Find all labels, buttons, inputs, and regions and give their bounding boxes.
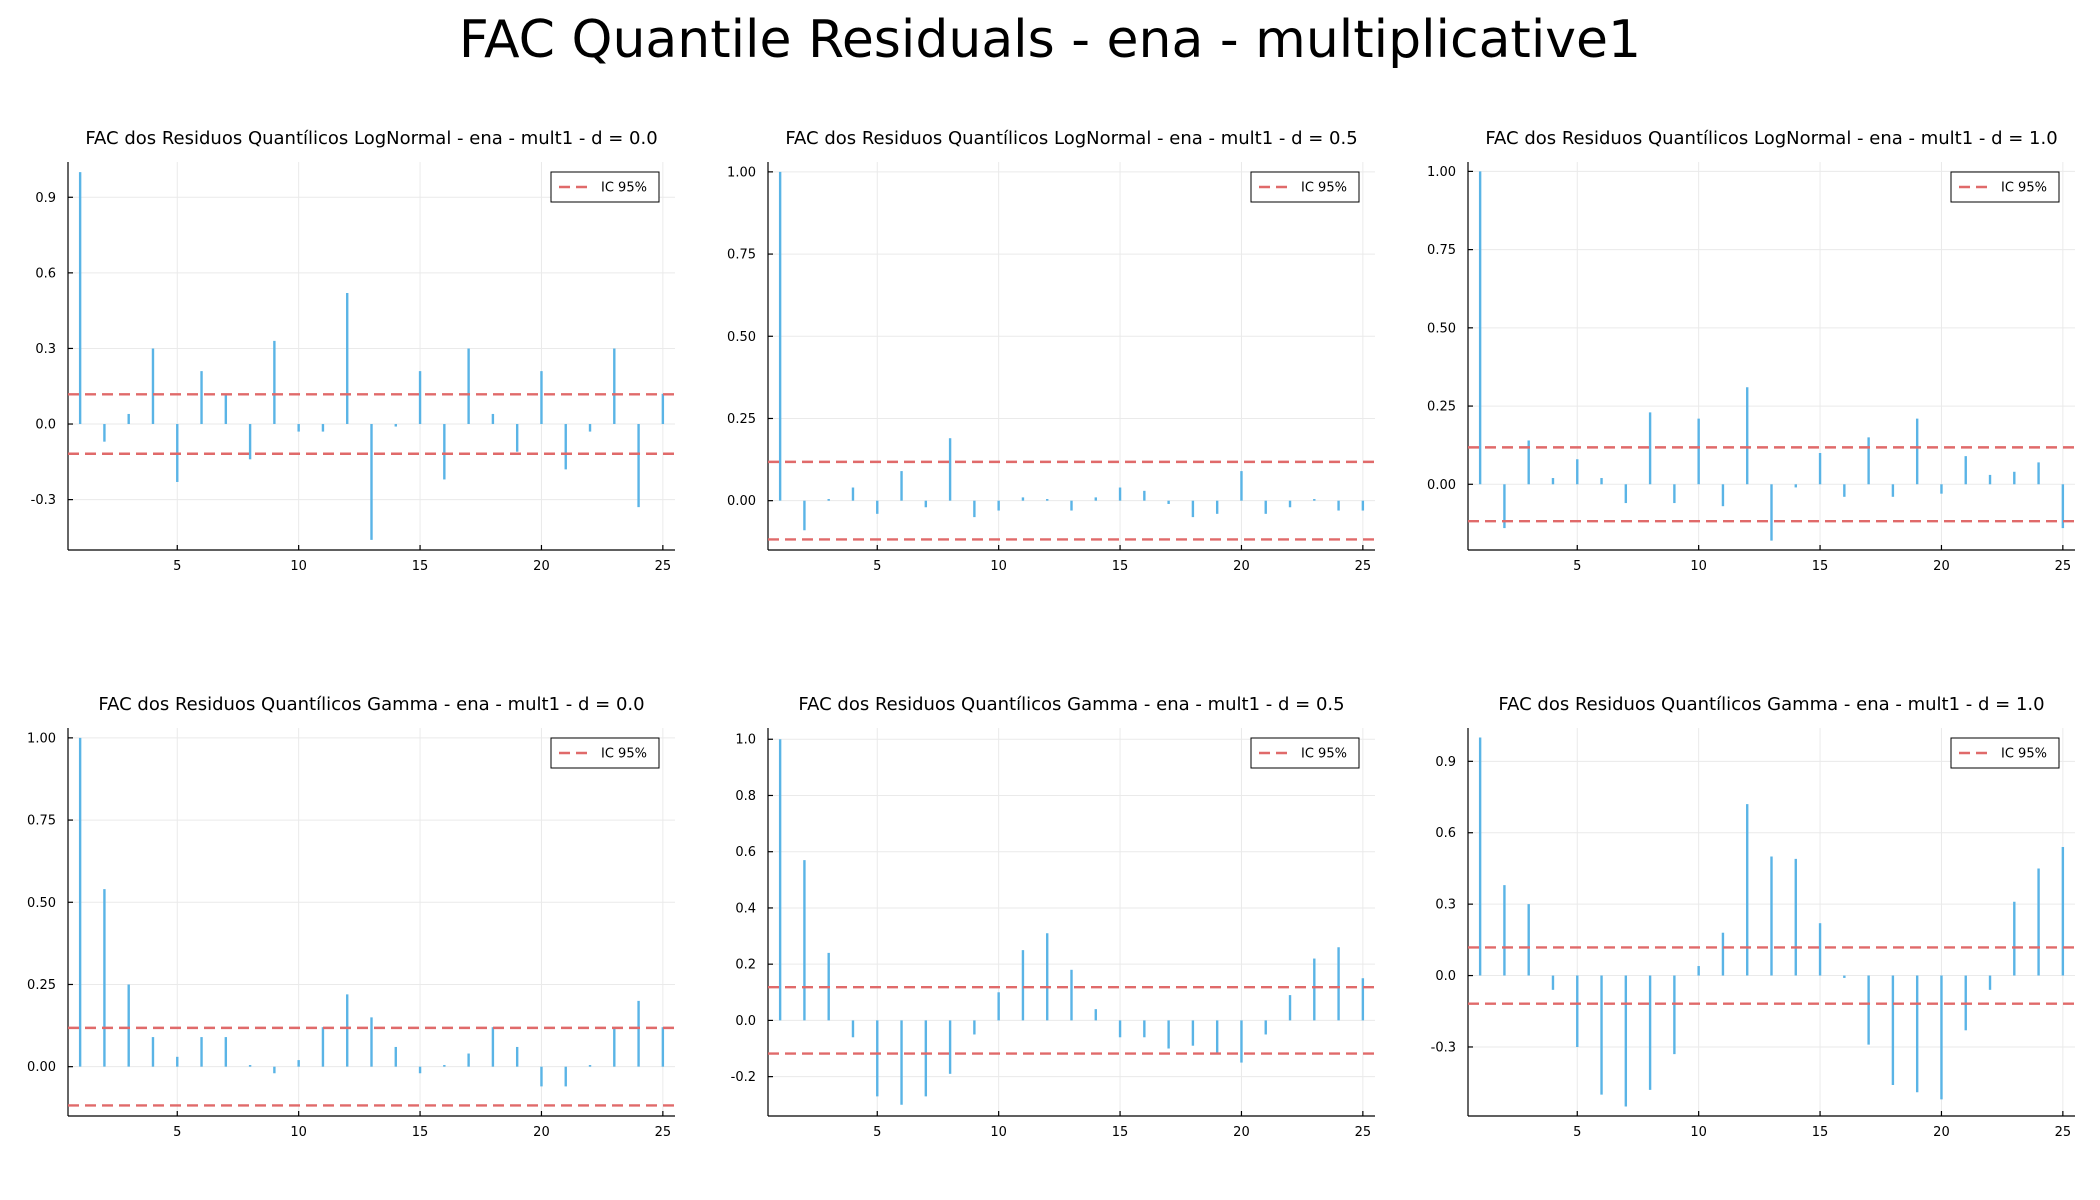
chart-panel: FAC dos Residuos Quantílicos LogNormal -… [700, 120, 1400, 600]
y-tick-label: 1.00 [1427, 165, 1456, 180]
y-tick-label: 0.4 [735, 901, 756, 916]
y-tick-label: 0.25 [1427, 400, 1456, 415]
x-tick-label: 15 [1112, 1125, 1129, 1140]
chart-panel: FAC dos Residuos Quantílicos Gamma - ena… [0, 686, 700, 1166]
x-tick-label: 20 [1233, 559, 1250, 574]
y-tick-label: -0.3 [1431, 1040, 1456, 1055]
acf-chart: FAC dos Residuos Quantílicos LogNormal -… [31, 128, 675, 574]
chart-title: FAC dos Residuos Quantílicos Gamma - ena… [1498, 694, 2044, 715]
y-tick-label: 0.75 [1427, 243, 1456, 258]
chart-panel: FAC dos Residuos Quantílicos LogNormal -… [1400, 120, 2100, 600]
y-tick-label: 0.0 [1435, 969, 1456, 984]
acf-chart: FAC dos Residuos Quantílicos Gamma - ena… [1431, 694, 2075, 1140]
y-tick-label: 0.9 [35, 191, 56, 206]
chart-title: FAC dos Residuos Quantílicos LogNormal -… [1485, 128, 2057, 149]
legend-label: IC 95% [601, 181, 647, 196]
y-tick-label: -0.3 [31, 493, 56, 508]
chart-title: FAC dos Residuos Quantílicos LogNormal -… [785, 128, 1357, 149]
y-tick-label: 0.00 [1427, 478, 1456, 493]
y-tick-label: 0.0 [35, 418, 56, 433]
x-tick-label: 10 [990, 559, 1007, 574]
x-tick-label: 10 [1690, 559, 1707, 574]
x-tick-label: 25 [2055, 1125, 2072, 1140]
x-tick-label: 5 [873, 559, 881, 574]
y-tick-label: 0.50 [27, 896, 56, 911]
y-tick-label: 0.3 [35, 342, 56, 357]
x-tick-label: 15 [1812, 1125, 1829, 1140]
legend-label: IC 95% [2001, 747, 2047, 762]
y-tick-label: 0.75 [27, 814, 56, 829]
x-tick-label: 5 [873, 1125, 881, 1140]
y-tick-label: 0.00 [27, 1060, 56, 1075]
y-tick-label: 0.75 [727, 248, 756, 263]
x-tick-label: 10 [290, 559, 307, 574]
y-tick-label: 0.6 [35, 266, 56, 281]
acf-chart: FAC dos Residuos Quantílicos LogNormal -… [727, 128, 1375, 574]
chart-title: FAC dos Residuos Quantílicos Gamma - ena… [798, 694, 1344, 715]
y-tick-label: 0.25 [727, 412, 756, 427]
x-tick-label: 15 [1112, 559, 1129, 574]
y-tick-label: 0.00 [727, 494, 756, 509]
x-tick-label: 5 [173, 1125, 181, 1140]
y-tick-label: 0.50 [727, 330, 756, 345]
x-tick-label: 10 [290, 1125, 307, 1140]
y-tick-label: 0.50 [1427, 321, 1456, 336]
x-tick-label: 10 [990, 1125, 1007, 1140]
x-tick-label: 15 [412, 1125, 429, 1140]
chart-panel: FAC dos Residuos Quantílicos Gamma - ena… [700, 686, 1400, 1166]
y-tick-label: 0.6 [1435, 826, 1456, 841]
y-tick-label: 0.8 [735, 789, 756, 804]
x-tick-label: 5 [1573, 559, 1581, 574]
x-tick-label: 20 [1933, 1125, 1950, 1140]
y-tick-label: 1.00 [27, 731, 56, 746]
x-tick-label: 10 [1690, 1125, 1707, 1140]
x-tick-label: 25 [655, 559, 672, 574]
y-tick-label: 0.25 [27, 978, 56, 993]
acf-chart: FAC dos Residuos Quantílicos Gamma - ena… [27, 694, 675, 1140]
legend-label: IC 95% [601, 747, 647, 762]
chart-title: FAC dos Residuos Quantílicos Gamma - ena… [98, 694, 644, 715]
x-tick-label: 20 [533, 559, 550, 574]
legend-label: IC 95% [1301, 747, 1347, 762]
page-title: FAC Quantile Residuals - ena - multiplic… [458, 10, 1642, 70]
y-tick-label: 0.0 [735, 1014, 756, 1029]
chart-panel: FAC dos Residuos Quantílicos Gamma - ena… [1400, 686, 2100, 1166]
x-tick-label: 25 [1355, 559, 1372, 574]
x-tick-label: 25 [2055, 559, 2072, 574]
chart-title: FAC dos Residuos Quantílicos LogNormal -… [85, 128, 657, 149]
x-tick-label: 20 [1933, 559, 1950, 574]
y-tick-label: -0.2 [731, 1070, 756, 1085]
y-tick-label: 0.2 [735, 958, 756, 973]
x-tick-label: 25 [655, 1125, 672, 1140]
y-tick-label: 0.9 [1435, 755, 1456, 770]
x-tick-label: 25 [1355, 1125, 1372, 1140]
y-tick-label: 1.0 [735, 733, 756, 748]
x-tick-label: 15 [1812, 559, 1829, 574]
x-tick-label: 15 [412, 559, 429, 574]
x-tick-label: 5 [1573, 1125, 1581, 1140]
chart-panel: FAC dos Residuos Quantílicos LogNormal -… [0, 120, 700, 600]
y-tick-label: 0.3 [1435, 898, 1456, 913]
x-tick-label: 5 [173, 559, 181, 574]
legend-label: IC 95% [2001, 181, 2047, 196]
y-tick-label: 1.00 [727, 165, 756, 180]
y-tick-label: 0.6 [735, 845, 756, 860]
x-tick-label: 20 [1233, 1125, 1250, 1140]
x-tick-label: 20 [533, 1125, 550, 1140]
acf-chart: FAC dos Residuos Quantílicos Gamma - ena… [731, 694, 1375, 1140]
legend-label: IC 95% [1301, 181, 1347, 196]
acf-chart: FAC dos Residuos Quantílicos LogNormal -… [1427, 128, 2075, 574]
